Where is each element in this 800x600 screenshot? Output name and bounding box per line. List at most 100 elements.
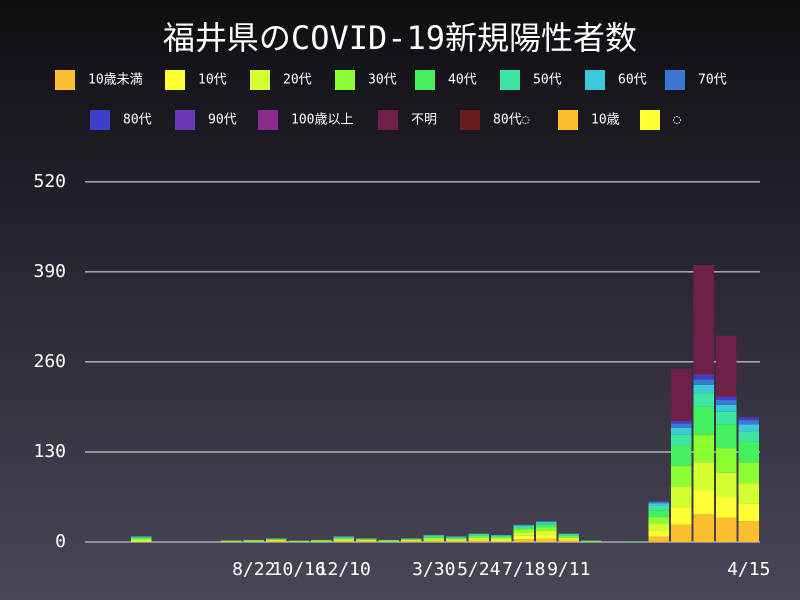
bar-segment: [648, 501, 669, 504]
y-tick-label: 0: [55, 531, 66, 552]
bar-segment: [536, 538, 557, 542]
bar-segment: [716, 448, 737, 473]
bar-segment: [266, 540, 287, 542]
y-tick-label: 130: [33, 441, 66, 462]
bar-segment: [401, 539, 422, 540]
bar-segment: [558, 533, 579, 535]
bar-segment: [738, 417, 759, 419]
bar-segment: [738, 441, 759, 463]
legend-label: 80代◌: [493, 113, 530, 128]
bar-segment: [266, 541, 287, 542]
bar-segment: [716, 397, 737, 401]
bar-segment: [536, 521, 557, 522]
bar-segment: [446, 536, 467, 538]
bar-segment: [738, 418, 759, 421]
bar-segment: [356, 541, 377, 542]
x-tick-label: 7/18: [502, 559, 545, 580]
bar-segment: [693, 379, 714, 385]
bar-segment: [423, 537, 444, 540]
legend-swatch: [460, 110, 480, 130]
bar-segment: [558, 534, 579, 536]
bar-segment: [446, 537, 467, 539]
bar-segment: [693, 264, 714, 375]
legend-label: 10歳未満: [88, 73, 143, 88]
bar-segment: [468, 534, 489, 536]
bar-segment: [716, 472, 737, 497]
legend-label: 20代: [283, 73, 312, 88]
legend-label: 不明: [411, 113, 437, 128]
bar-segment: [423, 540, 444, 542]
bar-segment: [558, 535, 579, 537]
legend-swatch: [415, 70, 435, 90]
legend-swatch: [175, 110, 195, 130]
bar-segment: [491, 539, 512, 542]
bar-segment: [513, 527, 534, 530]
bar-segment: [558, 539, 579, 541]
bar-segment: [671, 423, 692, 428]
bar-segment: [266, 539, 287, 541]
legend-swatch: [665, 70, 685, 90]
bar-segment: [693, 514, 714, 542]
bar-segment: [693, 393, 714, 407]
bar-segment: [513, 532, 534, 536]
bar-segment: [648, 503, 669, 506]
bar-segment: [131, 539, 152, 542]
bar-segment: [716, 424, 737, 449]
bar-segment: [491, 535, 512, 536]
bar-segment: [671, 421, 692, 424]
bar-segment: [491, 535, 512, 537]
bar-segment: [738, 483, 759, 504]
legend-label: 60代: [618, 73, 647, 88]
bar-segment: [423, 539, 444, 541]
bar-segment: [716, 404, 737, 412]
x-tick-label: 3/30: [412, 559, 455, 580]
bar-segment: [648, 517, 669, 524]
bar-segment: [671, 486, 692, 508]
bar-segment: [716, 411, 737, 425]
x-tick-label: 8/22: [232, 559, 275, 580]
bar-segment: [738, 420, 759, 425]
bar-segment: [221, 541, 242, 542]
bar-segment: [513, 535, 534, 540]
bar-segment: [558, 536, 579, 538]
bar-segment: [288, 540, 309, 542]
bar-segment: [401, 539, 422, 541]
bar-segment: [401, 538, 422, 540]
bar-segment: [693, 462, 714, 491]
bar-segment: [671, 420, 692, 422]
bar-segment: [648, 523, 669, 531]
legend-label: 10歳: [591, 113, 620, 128]
bar-segment: [221, 540, 242, 542]
bar-segment: [738, 521, 759, 542]
bar-segment: [671, 445, 692, 466]
bar-segment: [693, 384, 714, 394]
bar-segment: [333, 536, 354, 538]
bar-segment: [716, 496, 737, 518]
bar-segment: [536, 523, 557, 525]
bar-segment: [581, 540, 602, 542]
bar-segment: [693, 375, 714, 380]
bar-segment: [333, 540, 354, 542]
legend-swatch: [55, 70, 75, 90]
bar-segment: [401, 540, 422, 542]
bar-segment: [536, 524, 557, 528]
bar-segment: [738, 462, 759, 484]
bar-segment: [671, 434, 692, 446]
bar-segment: [356, 539, 377, 540]
bar-segment: [401, 541, 422, 542]
bar-segment: [446, 538, 467, 540]
legend-swatch: [378, 110, 398, 130]
bar-segment: [333, 541, 354, 542]
legend-label: 100歳以上: [291, 113, 353, 128]
bar-segment: [333, 539, 354, 541]
bar-segment: [446, 537, 467, 538]
legend-label: ◌: [673, 113, 681, 128]
bar-segment: [513, 525, 534, 527]
bar-segment: [378, 540, 399, 542]
legend-label: 30代: [368, 73, 397, 88]
y-tick-label: 390: [33, 261, 66, 282]
x-tick-label: 5/24: [457, 559, 500, 580]
bar-segment: [333, 538, 354, 540]
bar-segment: [558, 537, 579, 540]
